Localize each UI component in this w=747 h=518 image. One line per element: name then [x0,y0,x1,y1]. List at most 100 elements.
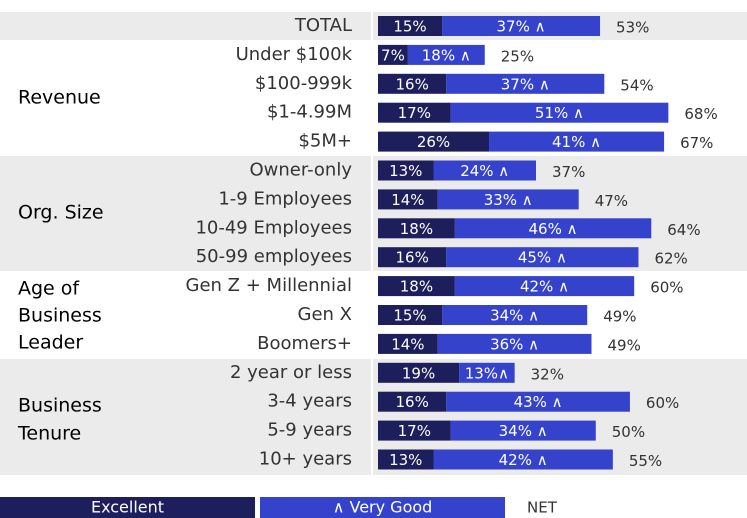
value-label: 34% ∧ [499,422,548,440]
band [0,12,747,40]
bar [446,247,639,268]
bar [378,391,447,412]
legend-label: ∧ Very Good [333,498,433,517]
category-label: Gen Z + Millennial [186,275,352,296]
value-label: 19% [402,364,435,382]
bar [489,131,665,152]
net-label: 60% [650,279,683,297]
net-label: 67% [680,134,713,152]
category-label: $1-4.99M [267,102,352,123]
bar [454,218,652,239]
group-label: Tenure [17,423,81,445]
net-label: 55% [629,452,662,470]
value-label: 7% [381,46,405,64]
value-label: 14% [391,191,424,209]
group-label: Leader [18,332,83,354]
band [0,359,747,475]
net-label: 25% [501,47,534,65]
value-label: 14% [391,335,424,353]
value-label: 34% ∧ [490,307,539,325]
category-label: $100-999k [255,73,353,94]
category-label: Under $100k [236,44,353,65]
category-label: 2 year or less [230,362,352,383]
category-label: 1-9 Employees [218,188,352,209]
value-label: 16% [395,393,428,411]
net-label: 54% [620,76,653,94]
net-label: 62% [654,250,687,268]
value-label: 18% [400,220,433,238]
value-label: 13% [389,451,422,469]
group-label: Business [18,305,102,327]
bar [450,420,596,441]
net-label: 49% [603,308,636,326]
bar [433,449,613,470]
category-label: 10+ years [259,449,352,470]
net-label: 60% [646,394,679,412]
net-label: 50% [612,423,645,441]
value-label: 42% ∧ [520,278,569,296]
value-label: 24% ∧ [460,162,509,180]
bar [378,276,455,297]
category-label: Owner-only [249,160,352,181]
bar [437,333,592,354]
legend-swatch [260,497,505,518]
category-label: Gen X [298,304,352,325]
value-label: 42% ∧ [499,451,548,469]
value-label: 26% [417,133,450,151]
category-label: 50-99 employees [196,246,352,267]
value-label: 36% ∧ [490,335,539,353]
category-label: $5M+ [298,131,352,152]
value-label: 17% [398,422,431,440]
bar [378,189,438,210]
group-label: Business [18,395,102,417]
bar [378,16,443,36]
value-label: 45% ∧ [518,249,567,267]
group-label: Age of [18,278,80,300]
value-label: 16% [395,249,428,267]
bar [459,362,515,383]
bar [378,420,451,441]
value-label: 15% [393,307,426,325]
bar [378,102,451,123]
value-label: 15% [393,18,426,36]
category-label: 5-9 years [267,420,352,441]
bar [407,44,485,65]
bar [378,218,455,239]
net-label: 32% [531,365,564,383]
value-label: 13% [389,162,422,180]
net-label: 47% [595,192,628,210]
value-label: 18% [400,278,433,296]
value-label: 51% ∧ [535,104,584,122]
bar [442,305,588,325]
bar [442,16,601,36]
bar [378,73,447,94]
net-label: 68% [684,105,717,123]
legend-label: Excellent [91,498,164,517]
bar [450,102,669,123]
bar [446,391,630,412]
bar [433,160,536,181]
value-label: 41% ∧ [552,133,601,151]
value-label: 33% ∧ [484,191,533,209]
bar [378,160,434,181]
value-label: 18% ∧ [422,46,471,64]
net-label: 49% [608,336,641,354]
value-label: 17% [398,104,431,122]
net-label: 64% [667,221,700,239]
category-label: 3-4 years [267,391,352,412]
value-label: 46% ∧ [529,220,578,238]
bar [378,131,490,152]
value-label: 37% ∧ [501,75,550,93]
bar [378,44,408,65]
bar [437,189,579,210]
bar [378,305,443,325]
value-label: 13%∧ [465,364,509,382]
group-label: Org. Size [18,202,104,224]
value-label: 16% [395,75,428,93]
net-label: 37% [552,163,585,181]
group-label: Revenue [18,87,101,109]
bar [378,247,447,268]
category-label: Boomers+ [257,333,352,354]
net-label: 53% [616,19,649,37]
